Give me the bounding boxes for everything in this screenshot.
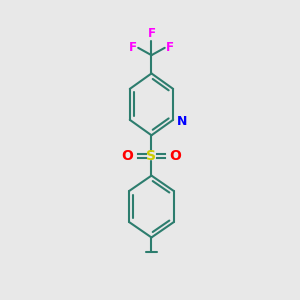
Text: O: O [170,149,182,163]
Text: N: N [177,115,187,128]
Text: O: O [121,149,133,163]
Text: F: F [166,41,174,54]
Text: F: F [129,41,137,54]
Text: S: S [146,149,157,163]
Text: F: F [148,27,155,40]
